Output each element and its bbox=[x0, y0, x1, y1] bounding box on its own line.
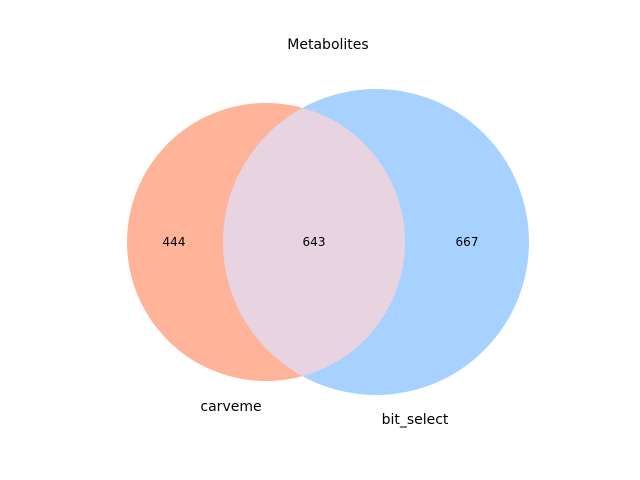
count-intersection: 643 bbox=[303, 235, 326, 249]
chart-title: Metabolites bbox=[287, 37, 368, 53]
set-label-carveme: carveme bbox=[200, 399, 261, 415]
set-label-bit-select: bit_select bbox=[382, 412, 449, 428]
count-only-carveme: 444 bbox=[163, 235, 186, 249]
intersection-region bbox=[223, 103, 405, 381]
count-only-bit-select: 667 bbox=[456, 235, 479, 249]
